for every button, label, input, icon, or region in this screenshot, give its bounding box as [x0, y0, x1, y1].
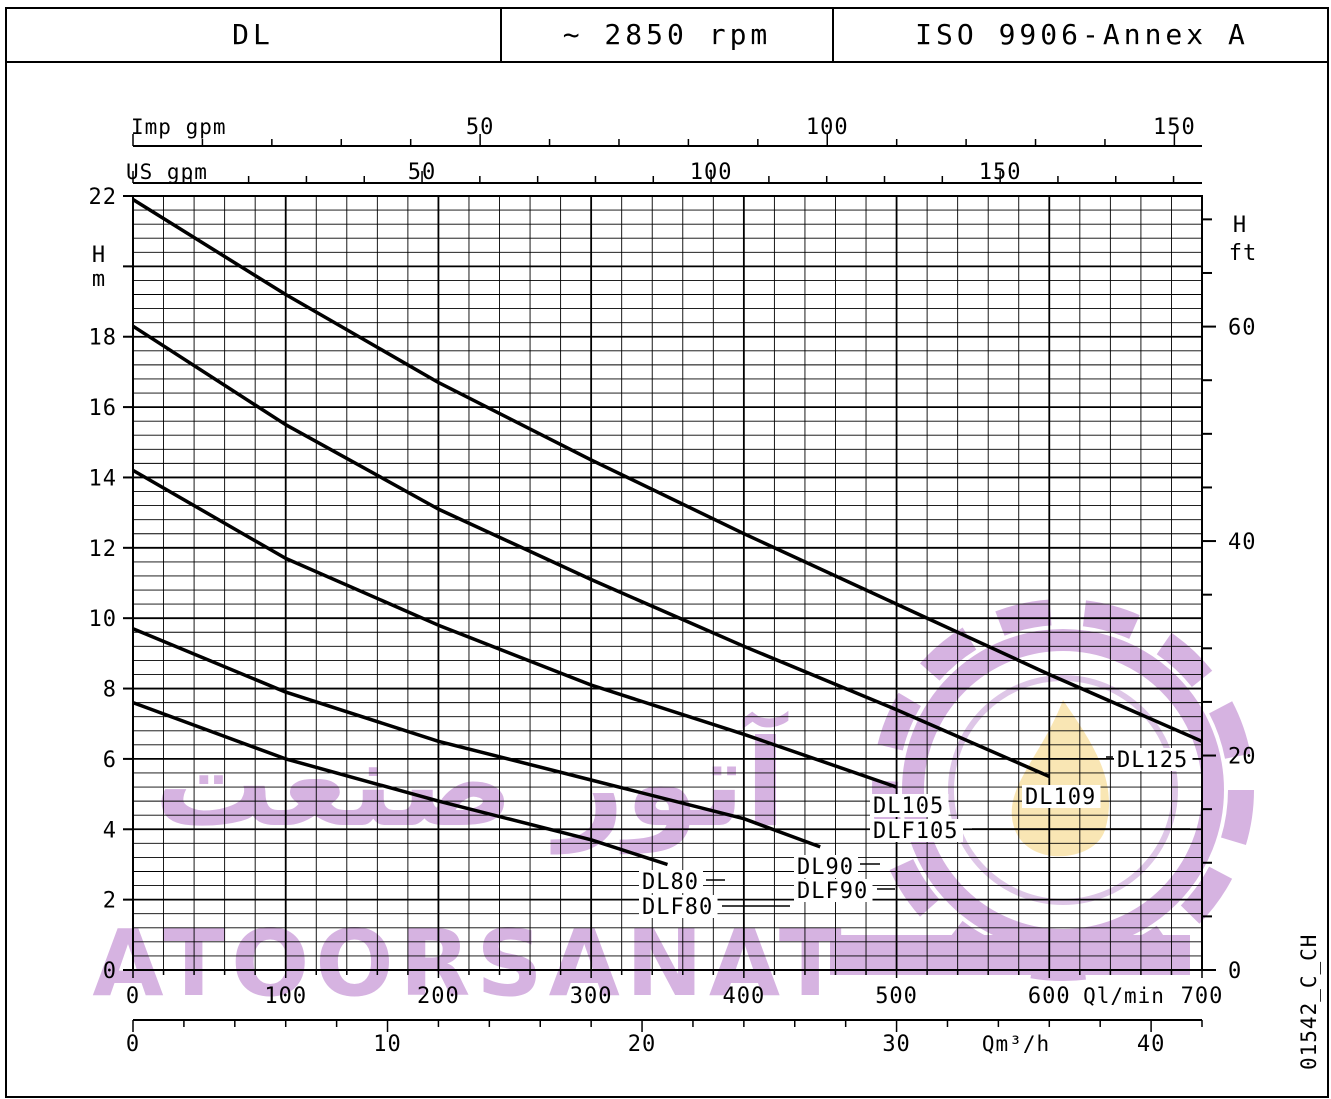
impgpm-tick-label: 50 [466, 115, 495, 140]
curve-label-bg [639, 870, 703, 893]
plot-border [132, 195, 1203, 971]
x-tick-label: 700 [1181, 984, 1224, 1009]
curve-label-bg [794, 855, 858, 878]
x-tick-label: 100 [264, 984, 307, 1009]
ft-tick-label: 60 [1228, 316, 1257, 341]
x-tick-label: 200 [417, 984, 460, 1009]
curve-dl125 [132, 198, 1203, 743]
y-tick-label: 12 [89, 537, 118, 562]
impgpm-tick-label: 150 [1153, 115, 1196, 140]
curve-dl80 [132, 700, 669, 867]
curve-label-dl125: DL125 [1117, 748, 1188, 773]
ft-tick-label: 0 [1228, 959, 1242, 984]
y-tick-label: 14 [89, 466, 118, 491]
curve-label-dl90: DL90 [797, 855, 854, 880]
m3h-tick-label: 20 [628, 1032, 657, 1057]
curve-label-dl109: DL109 [1025, 785, 1096, 810]
curve-label-bg [1022, 785, 1101, 808]
ft-axis-label-h: H [1233, 213, 1247, 238]
curve-label-bg [870, 819, 963, 842]
curve-label-bg [1114, 748, 1193, 771]
m3h-tick-label: 40 [1137, 1032, 1166, 1057]
header-model: DL [232, 18, 274, 51]
y-tick-label: 16 [89, 396, 118, 421]
usgpm-tick-label: 50 [408, 160, 437, 185]
y-tick-label: 4 [103, 818, 117, 843]
curve-label-bg [639, 895, 718, 918]
y-tick-label: 6 [103, 748, 117, 773]
m3h-tick-label: 0 [126, 1032, 140, 1057]
header-standard: ISO 9906-Annex A [915, 18, 1249, 51]
ft-axis-label-unit: ft [1229, 241, 1258, 266]
curve-dl109 [132, 324, 1051, 779]
usgpm-tick-label: 100 [690, 160, 733, 185]
ft-tick-label: 20 [1228, 745, 1257, 770]
y-tick-label: 0 [103, 959, 117, 984]
impgpm-tick-label: 100 [806, 115, 849, 140]
y-tick-label: 8 [103, 678, 117, 703]
drawing-code: 01542_C_CH [1297, 934, 1321, 1070]
curve-label-dlf90: DLF90 [797, 879, 868, 904]
header-speed: ~ 2850 rpm [563, 18, 772, 51]
curve-label-dlf80: DLF80 [642, 895, 713, 920]
x-tick-label: 600 [1028, 984, 1071, 1009]
watermark-farsi: آتور صنعت [154, 710, 789, 854]
m3h-unit-label: Qm³/h [982, 1032, 1050, 1056]
x-unit-label: Ql/min [1083, 984, 1165, 1008]
y-axis-label-h: H [92, 243, 106, 268]
y-tick-label: 18 [89, 326, 118, 351]
y-axis-label-unit: m [92, 267, 106, 292]
curve-label-dl105: DL105 [873, 794, 944, 819]
ft-tick-label: 40 [1228, 530, 1257, 555]
curve-label-dl80: DL80 [642, 870, 699, 895]
curve-dl105 [132, 468, 898, 789]
y-tick-label: 10 [89, 607, 118, 632]
curve-label-dlf105: DLF105 [873, 819, 958, 844]
chart-curves [132, 198, 1203, 867]
x-tick-label: 400 [722, 984, 765, 1009]
x-tick-label: 300 [570, 984, 613, 1009]
m3h-tick-label: 10 [373, 1032, 402, 1057]
usgpm-tick-label: 150 [979, 160, 1022, 185]
curve-label-bg [794, 879, 873, 902]
curve-dl90 [132, 627, 821, 849]
x-tick-label: 500 [875, 984, 918, 1009]
y-tick-label: 2 [103, 889, 117, 914]
y-tick-label: 22 [89, 185, 118, 210]
impgpm-unit-label: Imp gpm [131, 115, 227, 139]
curve-label-bg [870, 794, 949, 817]
m3h-tick-label: 30 [882, 1032, 911, 1057]
usgpm-unit-label: US gpm [126, 160, 208, 184]
chart-grid [132, 195, 1203, 971]
x-tick-label: 0 [126, 984, 140, 1009]
